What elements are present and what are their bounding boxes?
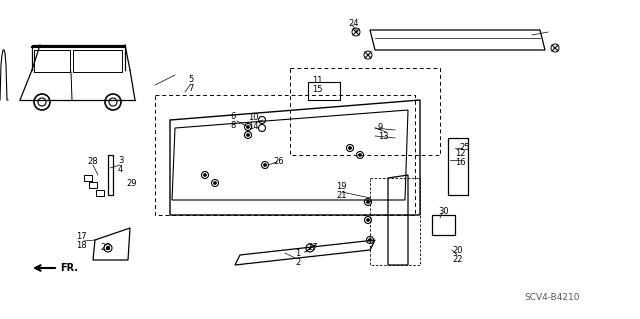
Text: 25: 25 bbox=[459, 144, 470, 152]
Text: 6
8: 6 8 bbox=[230, 112, 236, 130]
Circle shape bbox=[349, 146, 351, 150]
Text: 12
16: 12 16 bbox=[455, 149, 466, 167]
Text: 17
18: 17 18 bbox=[76, 232, 86, 250]
Circle shape bbox=[246, 125, 250, 129]
Text: 11
15: 11 15 bbox=[312, 76, 323, 94]
Circle shape bbox=[106, 246, 110, 250]
Circle shape bbox=[264, 164, 266, 167]
Text: 26: 26 bbox=[273, 158, 284, 167]
Text: 10
14: 10 14 bbox=[248, 113, 259, 131]
Text: SCV4-B4210: SCV4-B4210 bbox=[525, 293, 580, 302]
Text: 23: 23 bbox=[100, 242, 111, 251]
Text: 20
22: 20 22 bbox=[452, 246, 463, 264]
Text: 24: 24 bbox=[348, 19, 358, 27]
Circle shape bbox=[214, 182, 216, 184]
Circle shape bbox=[369, 239, 371, 241]
Circle shape bbox=[358, 153, 362, 157]
Text: 19
21: 19 21 bbox=[336, 182, 346, 200]
Text: 3
4: 3 4 bbox=[118, 156, 124, 174]
Text: 29: 29 bbox=[126, 179, 136, 188]
Text: 28: 28 bbox=[87, 158, 98, 167]
Text: 5
7: 5 7 bbox=[188, 75, 193, 93]
Text: 1
2: 1 2 bbox=[295, 249, 300, 267]
Circle shape bbox=[204, 174, 207, 176]
Text: 9
13: 9 13 bbox=[378, 122, 388, 141]
Text: 27: 27 bbox=[307, 242, 317, 251]
Circle shape bbox=[367, 219, 369, 221]
Text: 30: 30 bbox=[438, 207, 449, 217]
Text: FR.: FR. bbox=[60, 263, 78, 273]
Circle shape bbox=[246, 133, 250, 137]
Circle shape bbox=[367, 201, 369, 204]
